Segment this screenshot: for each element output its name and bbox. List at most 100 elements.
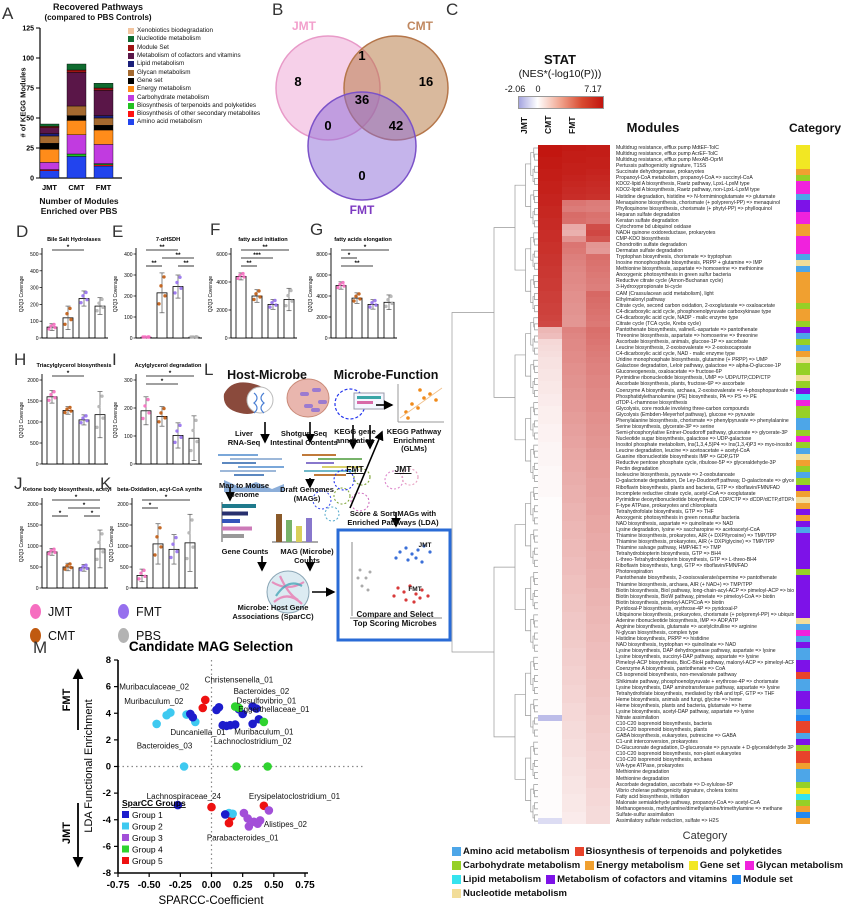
heatmap-cell-jmt — [538, 757, 562, 764]
mini-chart-y-tick: 0 — [36, 462, 39, 468]
heatmap-cell-cmt — [562, 793, 586, 800]
heatmap-row — [538, 460, 610, 467]
heatmap-category-swatch — [796, 405, 810, 412]
heatmap-row-label: Guanine ribonucleotide biosynthesis IMP … — [616, 454, 740, 461]
heatmap-category-swatch — [796, 733, 810, 740]
panel-a-y-tick: 25 — [26, 146, 34, 153]
heatmap-cell-jmt — [538, 429, 562, 436]
heatmap-cell-fmt — [586, 714, 610, 721]
heatmap-category-swatch — [796, 205, 810, 212]
heatmap-row-label: Biotin biosynthesis, BioI pathway, long-… — [616, 587, 794, 594]
category-legend-swatch — [585, 861, 595, 870]
mini-chart-data-point — [268, 305, 272, 309]
mini-chart-data-point — [236, 276, 240, 281]
heatmap-row — [538, 326, 610, 333]
heatmap-cell-cmt — [562, 539, 586, 546]
heatmap-row-label: Chondroitin sulfate degradation — [616, 242, 687, 248]
scatter-data-point — [214, 702, 224, 712]
heatmap-cell-fmt — [586, 787, 610, 794]
mini-chart-y-tick: 300 — [124, 378, 133, 384]
heatmap-cell-fmt — [586, 145, 610, 152]
heatmap-row-label: Succinate dehydrogenase, prokaryotes — [616, 169, 705, 176]
group-legend-item-fmt: FMT — [118, 604, 162, 619]
category-legend-item: Biosynthesis of terpenoids and polyketid… — [574, 846, 783, 857]
category-legend-label: Gene set — [699, 860, 740, 871]
heatmap-cell-cmt — [562, 332, 586, 339]
mini-chart-y-tick: 0 — [130, 336, 133, 342]
heatmap-category-swatch — [796, 775, 810, 782]
heatmap-grid — [538, 145, 610, 824]
heatmap-category-swatch — [796, 581, 810, 588]
heatmap-cell-fmt — [586, 720, 610, 727]
heatmap-cell-cmt — [562, 478, 586, 485]
panel-label-f: F — [210, 220, 221, 239]
panel-a-legend-item: Carbohydrate metabolism — [128, 94, 268, 102]
heatmap-row — [538, 769, 610, 776]
heatmap-row-label: Thiamine salvage pathway, HMP/HET => TMP — [616, 545, 722, 552]
heatmap-cell-cmt — [562, 248, 586, 255]
heatmap-category-swatch — [796, 678, 810, 685]
mini-chart-data-point — [47, 552, 51, 556]
heatmap-row — [538, 314, 610, 321]
heatmap-cell-jmt — [538, 502, 562, 509]
panel-a-subtitle: (compared to PBS Controls) — [44, 13, 152, 22]
mini-chart-y-tick: 500 — [30, 565, 39, 571]
heatmap-category-swatch — [796, 290, 810, 297]
heatmap-cell-jmt — [538, 739, 562, 746]
heatmap-row-label: Multidrug resistance, efflux pump MdtEF-… — [616, 145, 719, 151]
mini-chart-data-point — [185, 556, 189, 561]
heatmap-cell-jmt — [538, 217, 562, 224]
heatmap-cell-fmt — [586, 508, 610, 515]
heatmap-cell-fmt — [586, 302, 610, 309]
heatmap-category-swatch — [796, 630, 810, 637]
heatmap-row — [538, 654, 610, 661]
mini-chart-data-point — [195, 439, 199, 444]
heatmap-cell-jmt — [538, 575, 562, 582]
panel-a-legend-swatch — [128, 111, 134, 118]
heatmap-category-swatch — [796, 266, 810, 273]
mini-chart-data-point — [63, 567, 67, 571]
mini-chart-y-tick: 1500 — [117, 523, 128, 529]
scatter-y-tick: 4 — [106, 708, 112, 719]
mini-chart-y-tick: 1000 — [117, 544, 128, 550]
mini-chart-data-point — [85, 566, 89, 571]
heatmap-cell-cmt — [562, 229, 586, 236]
heatmap-cell-jmt — [538, 417, 562, 424]
category-legend-item: Gene set — [688, 860, 740, 871]
heatmap-row — [538, 557, 610, 564]
mini-chart-bar — [335, 285, 347, 339]
mini-chart-data-point — [175, 429, 179, 433]
heatmap-cell-fmt — [586, 623, 610, 630]
heatmap-category-swatch — [796, 163, 810, 170]
heatmap-row — [538, 775, 610, 782]
heatmap-cell-cmt — [562, 423, 586, 430]
mini-chart-data-point — [159, 284, 163, 288]
heatmap-cell-jmt — [538, 393, 562, 400]
panel-a-legend-swatch — [128, 86, 134, 93]
heatmap-category-swatch — [796, 745, 810, 752]
heatmap-cell-cmt — [562, 733, 586, 740]
heatmap-row — [538, 369, 610, 376]
category-legend-item: Nucleotide metabolism — [452, 888, 567, 899]
significance-marker: * — [67, 244, 70, 251]
heatmap-row-label: Thiamine biosynthesis, prokaryotes, AIR … — [616, 539, 775, 546]
heatmap-cell-fmt — [586, 223, 610, 230]
heatmap-row-label: Thiamine biosynthesis, prokaryotes, AIR … — [616, 533, 777, 539]
mini-chart-y-label: Q2Q3 Coverage — [19, 276, 25, 313]
mini-chart-y-tick: 2000 — [117, 502, 128, 508]
heatmap-cell-fmt — [586, 229, 610, 236]
mag-label: Bacteroides_02 — [234, 687, 290, 696]
heatmap-row — [538, 793, 610, 800]
mini-chart-title: Ketone body biosynthesis, acetyl-CoA — [23, 487, 112, 493]
heatmap-cell-cmt — [562, 605, 586, 612]
heatmap-cell-jmt — [538, 157, 562, 164]
heatmap-row — [538, 702, 610, 709]
heatmap-category-swatch — [796, 423, 810, 430]
heatmap-row-label: Pyridoxal-P biosynthesis, erythrose-4P =… — [616, 605, 738, 612]
category-legend-label: Biosynthesis of terpenoids and polyketid… — [585, 846, 783, 857]
heatmap-cell-cmt — [562, 381, 586, 388]
venn-set-label-jmt: JMT — [292, 19, 317, 33]
heatmap-row-label: Menaquinone biosynthesis, chorismate (+ … — [616, 199, 781, 206]
heatmap-row-label: Tetrahydrofolate biosynthesis, mediated … — [616, 690, 775, 697]
